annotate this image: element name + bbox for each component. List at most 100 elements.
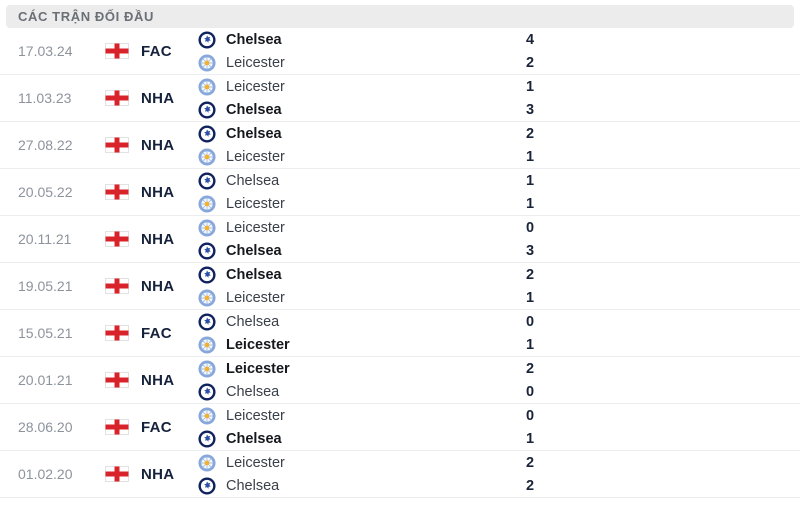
- away-team-line: Chelsea 3: [198, 99, 543, 120]
- team-logo: [198, 382, 216, 401]
- match-date: 20.01.21: [18, 372, 73, 388]
- team-name: Chelsea: [226, 242, 282, 259]
- chelsea-logo-icon: [198, 476, 216, 495]
- team-logo: [198, 312, 216, 331]
- team-name: Chelsea: [226, 477, 280, 494]
- team-name: Chelsea: [226, 383, 280, 400]
- competition: NHA: [105, 231, 198, 248]
- england-flag-icon: [105, 43, 129, 59]
- team-name: Chelsea: [226, 266, 282, 283]
- team-logo: [198, 476, 216, 495]
- match-row[interactable]: 28.06.20 FAC: [0, 404, 800, 451]
- match-teams: Leicester 1 Chels: [198, 76, 543, 120]
- away-team-line: Leicester 1: [198, 287, 543, 308]
- match-date: 28.06.20: [18, 419, 73, 435]
- match-row[interactable]: 19.05.21 NHA: [0, 263, 800, 310]
- match-row[interactable]: 01.02.20 NHA: [0, 451, 800, 498]
- competition: NHA: [105, 372, 198, 389]
- team-logo: [198, 265, 216, 284]
- match-date: 19.05.21: [18, 278, 73, 294]
- team-score: 1: [525, 430, 535, 447]
- team-score: 1: [525, 195, 535, 212]
- away-team-line: Leicester 1: [198, 193, 543, 214]
- leicester-logo-icon: [198, 288, 216, 307]
- leicester-logo-icon: [198, 335, 216, 354]
- match-row[interactable]: 27.08.22 NHA: [0, 122, 800, 169]
- england-flag-icon: [105, 278, 129, 294]
- team-name: Leicester: [226, 336, 290, 353]
- match-teams: Leicester 0 Chels: [198, 405, 543, 449]
- competition-label: FAC: [141, 324, 172, 342]
- competition: NHA: [105, 466, 198, 483]
- match-teams: Chelsea 1 Leicest: [198, 170, 543, 214]
- section-header: CÁC TRẬN ĐỐI ĐẦU: [6, 5, 794, 28]
- team-score: 2: [525, 54, 535, 71]
- match-teams: Chelsea 2 Leicest: [198, 123, 543, 167]
- away-team-line: Leicester 2: [198, 52, 543, 73]
- team-logo: [198, 453, 216, 472]
- match-date: 27.08.22: [18, 137, 73, 153]
- team-score: 2: [525, 266, 535, 283]
- match-teams: Leicester 2 Chels: [198, 452, 543, 496]
- match-row[interactable]: 20.05.22 NHA: [0, 169, 800, 216]
- team-name: Leicester: [226, 360, 290, 377]
- team-name: Chelsea: [226, 31, 282, 48]
- england-flag-icon: [105, 90, 129, 106]
- team-logo: [198, 147, 216, 166]
- home-team-line: Leicester 2: [198, 358, 543, 379]
- match-row[interactable]: 11.03.23 NHA: [0, 75, 800, 122]
- section-title: CÁC TRẬN ĐỐI ĐẦU: [18, 9, 154, 24]
- team-name: Leicester: [226, 407, 285, 424]
- team-name: Chelsea: [226, 125, 282, 142]
- team-logo: [198, 171, 216, 190]
- away-team-line: Chelsea 3: [198, 240, 543, 261]
- team-score: 3: [525, 242, 535, 259]
- team-score: 0: [525, 219, 535, 236]
- competition-label: NHA: [141, 465, 175, 483]
- match-row[interactable]: 17.03.24 FAC: [0, 28, 800, 75]
- leicester-logo-icon: [198, 359, 216, 378]
- competition: NHA: [105, 90, 198, 107]
- england-flag-icon: [105, 184, 129, 200]
- england-flag-icon: [105, 231, 129, 247]
- competition-label: NHA: [141, 230, 175, 248]
- team-logo: [198, 218, 216, 237]
- match-date: 11.03.23: [18, 90, 72, 106]
- match-teams: Chelsea 4 Leicest: [198, 29, 543, 73]
- england-flag-icon: [105, 372, 129, 388]
- team-name: Chelsea: [226, 101, 282, 118]
- team-logo: [198, 406, 216, 425]
- match-date: 17.03.24: [18, 43, 73, 59]
- competition: NHA: [105, 184, 198, 201]
- team-score: 1: [525, 289, 535, 306]
- team-score: 3: [525, 101, 535, 118]
- team-score: 1: [525, 172, 535, 189]
- team-score: 2: [525, 360, 535, 377]
- away-team-line: Chelsea 1: [198, 428, 543, 449]
- team-score: 2: [525, 477, 535, 494]
- home-team-line: Leicester 2: [198, 452, 543, 473]
- home-team-line: Chelsea 2: [198, 264, 543, 285]
- team-name: Leicester: [226, 148, 285, 165]
- team-logo: [198, 77, 216, 96]
- team-logo: [198, 30, 216, 49]
- chelsea-logo-icon: [198, 265, 216, 284]
- leicester-logo-icon: [198, 218, 216, 237]
- leicester-logo-icon: [198, 147, 216, 166]
- team-name: Chelsea: [226, 430, 282, 447]
- away-team-line: Leicester 1: [198, 146, 543, 167]
- chelsea-logo-icon: [198, 124, 216, 143]
- england-flag-icon: [105, 325, 129, 341]
- home-team-line: Leicester 0: [198, 405, 543, 426]
- match-teams: Leicester 2 Chels: [198, 358, 543, 402]
- match-row[interactable]: 15.05.21 FAC: [0, 310, 800, 357]
- match-date: 01.02.20: [18, 466, 73, 482]
- team-name: Leicester: [226, 219, 285, 236]
- competition-label: NHA: [141, 89, 175, 107]
- home-team-line: Leicester 1: [198, 76, 543, 97]
- match-row[interactable]: 20.01.21 NHA: [0, 357, 800, 404]
- match-row[interactable]: 20.11.21 NHA: [0, 216, 800, 263]
- leicester-logo-icon: [198, 453, 216, 472]
- match-date: 20.11.21: [18, 231, 72, 247]
- match-list: 17.03.24 FAC: [0, 28, 800, 498]
